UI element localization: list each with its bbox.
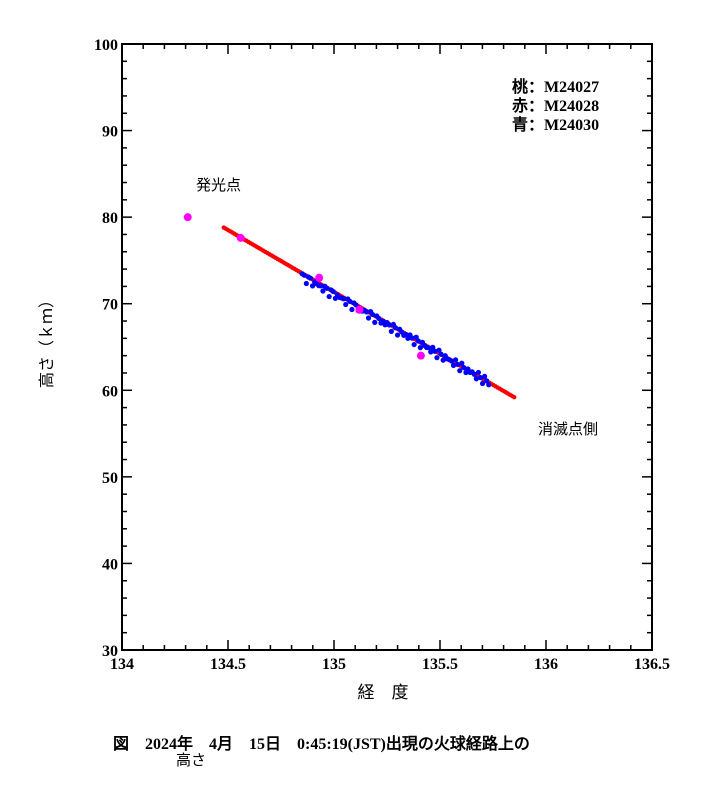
- data-point-m24030: [301, 272, 307, 278]
- data-point-m24030: [392, 325, 399, 331]
- data-point-m24030: [349, 306, 355, 313]
- y-tick-label: 80: [102, 210, 118, 227]
- y-tick-labels: 30 40 50 60 70 80 90 100: [94, 37, 118, 660]
- series-m24030: [299, 271, 492, 388]
- data-point-m24027: [183, 213, 192, 222]
- data-point-m24030: [471, 371, 477, 377]
- data-point-m24030: [353, 302, 359, 308]
- data-point-m24030: [479, 380, 486, 387]
- data-point-m24030: [320, 288, 326, 294]
- y-axis-label: 高さ（ｋｍ）: [37, 292, 56, 388]
- data-point-m24030: [438, 351, 444, 357]
- series-m24027: [183, 213, 425, 360]
- data-point-m24030: [376, 315, 382, 322]
- data-point-m24027: [236, 233, 245, 242]
- data-point-m24030: [326, 293, 332, 300]
- data-point-m24030: [473, 376, 479, 382]
- start-point-label: 発光点: [196, 176, 241, 194]
- x-tick-label: 135: [322, 656, 346, 673]
- data-point-m24030: [448, 358, 455, 364]
- data-point-m24030: [394, 332, 401, 338]
- data-point-m24030: [307, 275, 314, 281]
- data-point-m24030: [303, 280, 309, 287]
- data-point-m24030: [330, 288, 336, 295]
- x-axis-label: 経 度: [358, 683, 409, 703]
- x-tick-label: 134: [110, 656, 134, 673]
- data-point-m24030: [386, 322, 392, 328]
- data-point-m24027: [315, 273, 324, 282]
- data-point-m24030: [343, 301, 349, 308]
- end-point-label: 消滅点側: [538, 420, 598, 438]
- caption-line-2: 高さ: [176, 751, 207, 769]
- data-point-m24030: [365, 315, 372, 321]
- series-layer: [183, 213, 517, 400]
- data-point-m24030: [347, 298, 353, 304]
- data-point-m24030: [409, 335, 415, 341]
- x-tick-label: 136.5: [634, 656, 670, 673]
- data-point-m24030: [318, 283, 324, 289]
- data-point-m24030: [417, 345, 423, 351]
- data-point-m24030: [388, 328, 394, 334]
- x-tick-label: 134.5: [210, 656, 246, 673]
- data-point-m24030: [426, 345, 432, 351]
- data-point-m24030: [370, 311, 376, 318]
- y-tick-label: 100: [94, 37, 118, 54]
- data-point-m24030: [484, 378, 490, 384]
- data-point-m24030: [428, 349, 434, 355]
- data-point-m24027: [416, 351, 425, 360]
- legend-entry-m24028: 赤：M24028: [512, 96, 599, 115]
- data-point-m24030: [434, 355, 440, 361]
- x-tick-label: 135.5: [422, 656, 458, 673]
- plot-frame: [121, 43, 653, 651]
- x-tick-label: 136: [534, 656, 558, 673]
- y-tick-label: 40: [102, 556, 118, 573]
- data-point-m24030: [403, 331, 409, 338]
- data-point-m24030: [341, 296, 347, 302]
- data-point-m24030: [486, 382, 492, 388]
- data-point-m24030: [455, 361, 461, 368]
- y-tick-label: 70: [102, 297, 118, 314]
- data-point-m24030: [461, 364, 467, 371]
- data-point-m24030: [372, 319, 378, 325]
- y-tick-label: 30: [102, 643, 118, 660]
- data-point-m24030: [440, 357, 446, 363]
- legend-entry-m24027: 桃：M24027: [512, 77, 599, 96]
- data-point-m24030: [432, 348, 438, 354]
- data-point-m24030: [309, 283, 316, 289]
- legend-entry-m24030: 青：M24030: [512, 115, 599, 134]
- data-point-m24030: [459, 360, 465, 366]
- caption-line-1: 図 2024年 4月 15日 0:45:19(JST)出現の火球経路上の: [113, 736, 530, 753]
- data-point-m24030: [457, 368, 463, 374]
- x-tick-labels: 134 134.5 135 135.5 136 136.5: [110, 656, 670, 673]
- data-point-m24030: [482, 373, 488, 379]
- data-point-m24027: [355, 305, 364, 314]
- data-point-m24030: [411, 341, 417, 348]
- axis-ticks: [121, 43, 653, 651]
- data-point-m24030: [450, 362, 457, 368]
- y-tick-label: 60: [102, 383, 118, 400]
- data-point-m24030: [430, 344, 436, 350]
- data-point-m24030: [324, 285, 330, 291]
- y-tick-label: 90: [102, 124, 118, 141]
- data-point-m24030: [436, 347, 442, 353]
- data-point-m24030: [363, 309, 370, 315]
- data-point-m24030: [415, 338, 421, 344]
- data-point-m24030: [452, 357, 459, 363]
- data-point-m24030: [475, 369, 481, 376]
- chart: 134 134.5 135 135.5 136 136.5 30 40 50 60 70 80 90 1…: [37, 37, 670, 703]
- y-tick-label: 50: [102, 470, 118, 487]
- data-point-m24030: [477, 375, 484, 381]
- data-point-m24028: [512, 395, 517, 400]
